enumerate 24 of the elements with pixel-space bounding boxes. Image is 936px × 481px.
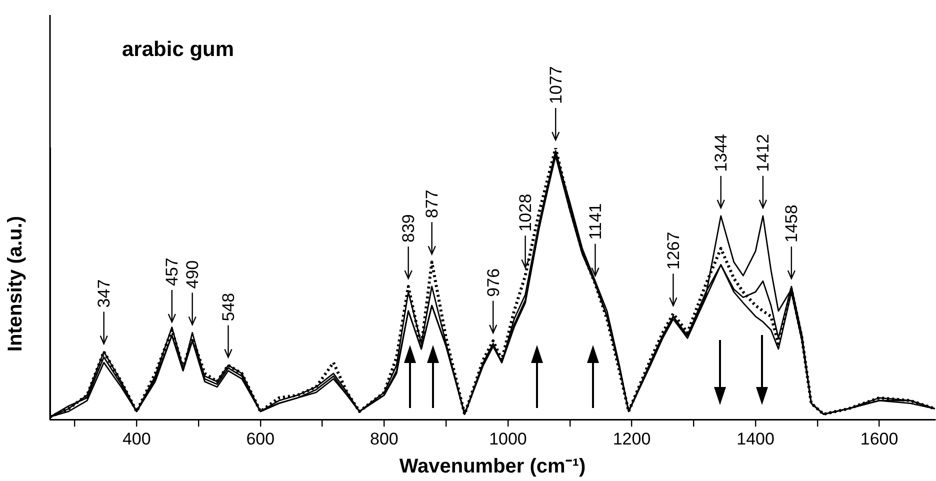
annotation: 877 <box>422 190 442 218</box>
x-tick-label: 1000 <box>489 429 527 448</box>
x-tick-label: 1600 <box>860 429 898 448</box>
annotation: 839 <box>399 214 418 243</box>
annotation: 548 <box>218 292 238 322</box>
annotation: 1028 <box>516 194 535 232</box>
x-tick-label: 400 <box>122 429 151 448</box>
y-axis-title: Intensity (a.u.) <box>4 216 27 352</box>
x-axis-title: Wavenumber (cm⁻¹) <box>399 456 586 478</box>
annotation: 347 <box>94 279 114 308</box>
annotation: 1141 <box>586 203 605 240</box>
annotation: 1458 <box>782 204 802 243</box>
annotation: 490 <box>183 260 202 289</box>
annotation: 1412 <box>754 134 773 172</box>
annotation: 1267 <box>664 232 683 270</box>
x-tick-label: 1200 <box>612 429 651 448</box>
annotation: 457 <box>162 258 182 286</box>
annotation: 1077 <box>546 66 566 104</box>
annotation: 1344 <box>712 134 731 172</box>
chart-title: arabic gum <box>122 38 234 61</box>
x-tick-label: 800 <box>370 429 398 448</box>
annotation: 976 <box>484 268 503 297</box>
x-tick-label: 600 <box>246 429 275 448</box>
x-tick-label: 1400 <box>736 429 774 448</box>
